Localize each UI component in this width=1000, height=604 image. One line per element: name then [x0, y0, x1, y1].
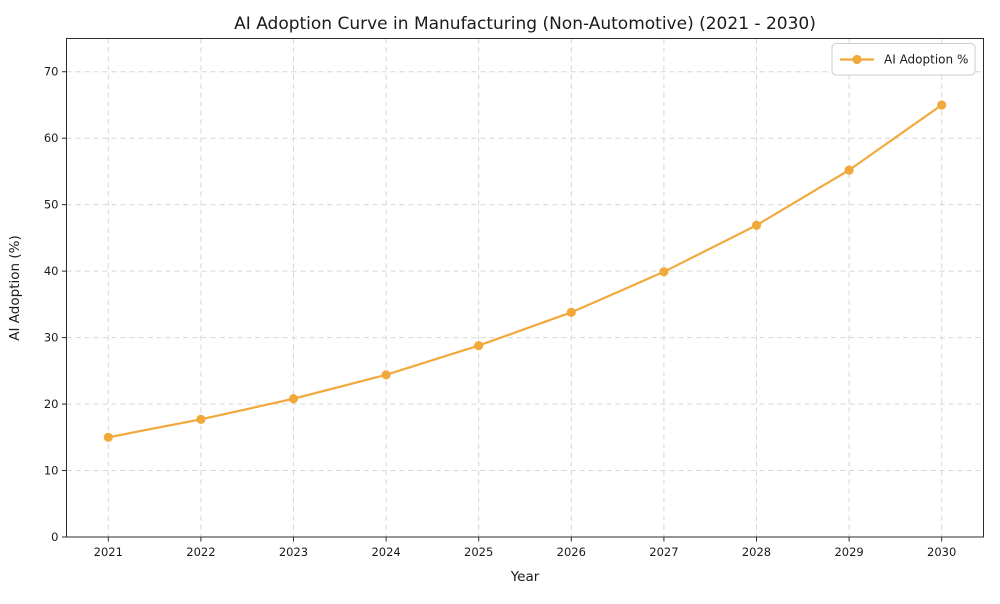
x-tick-label: 2025 [464, 545, 493, 559]
x-tick-label: 2022 [186, 545, 215, 559]
x-tick-label: 2024 [371, 545, 400, 559]
y-tick-label: 70 [44, 65, 59, 79]
x-tick-label: 2028 [742, 545, 771, 559]
series-line [107, 103, 943, 439]
data-point-marker [474, 340, 484, 351]
x-tick-label: 2027 [649, 545, 678, 559]
y-tick-label: 50 [44, 198, 59, 212]
data-point-marker [288, 394, 299, 404]
grid-layer [66, 38, 984, 537]
x-tick-label: 2021 [94, 545, 123, 559]
x-tick-label: 2030 [927, 545, 956, 559]
data-point-marker [103, 432, 113, 442]
legend-label: AI Adoption % [884, 53, 968, 67]
data-point-marker [659, 267, 669, 277]
x-tick-label: 2029 [834, 545, 863, 559]
y-tick-label: 40 [44, 264, 59, 278]
y-tick-label: 10 [44, 464, 59, 478]
legend: AI Adoption % [831, 43, 976, 76]
y-tick-label: 60 [44, 131, 59, 145]
y-tick-label: 0 [51, 530, 58, 544]
y-tick-label: 20 [44, 397, 59, 411]
x-tick-label: 2023 [279, 545, 308, 559]
data-point-marker [196, 414, 206, 424]
y-tick-label: 30 [44, 331, 59, 345]
plot-border [66, 38, 984, 538]
y-axis-label: AI Adoption (%) [7, 235, 23, 340]
data-point-marker [937, 100, 947, 110]
x-tick-label: 2026 [557, 545, 586, 559]
data-point-marker [844, 165, 854, 175]
legend-box [831, 43, 976, 76]
legend-marker-icon [852, 54, 862, 65]
data-point-marker [381, 370, 391, 380]
chart-title: AI Adoption Curve in Manufacturing (Non-… [234, 14, 816, 34]
data-point-marker [566, 307, 576, 317]
series-layer [103, 100, 947, 442]
x-axis-label: Year [510, 569, 540, 585]
data-point-marker [751, 220, 762, 230]
